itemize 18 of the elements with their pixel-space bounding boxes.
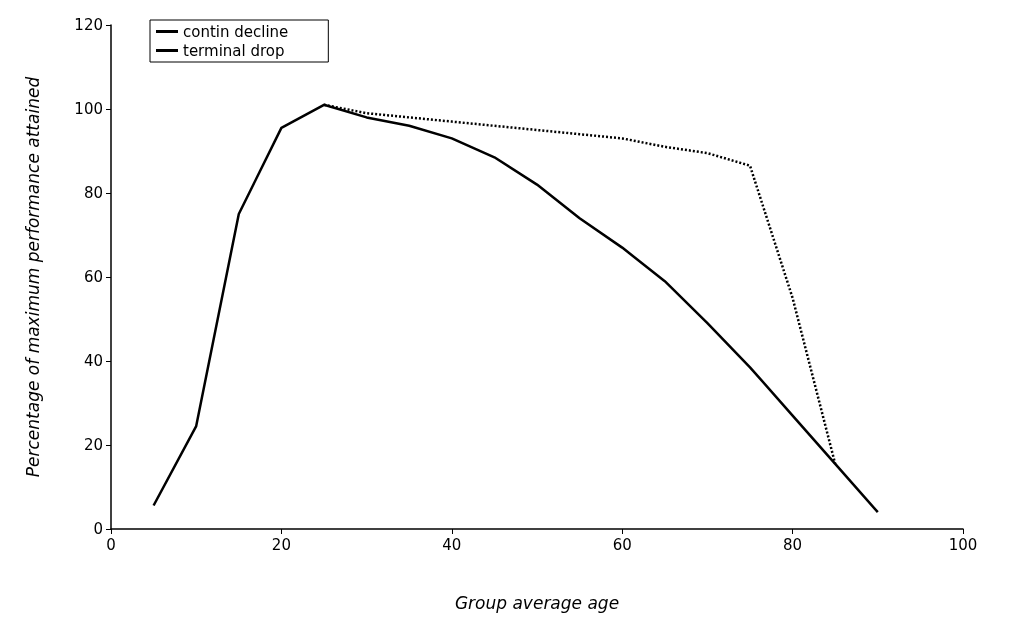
y-axis-title: Percentage of maximum performance attained: [22, 76, 43, 478]
x-tick-label: 20: [271, 535, 291, 554]
legend-label: terminal drop: [183, 41, 285, 60]
y-tick-label: 60: [83, 268, 103, 286]
y-tick-label: 20: [83, 436, 103, 454]
x-axis-title: Group average age: [454, 592, 620, 613]
x-tick-label: 40: [442, 535, 462, 554]
legend-label: contin decline: [183, 22, 289, 41]
x-tick-label: 80: [783, 535, 803, 554]
x-tick-label: 0: [106, 535, 116, 554]
line-series: [152, 103, 880, 514]
y-tick-label: 40: [83, 352, 103, 370]
x-tick-label: 100: [948, 535, 978, 554]
x-tick-label: 60: [612, 535, 632, 554]
y-tick-label: 120: [74, 16, 103, 34]
y-tick-label: 100: [74, 100, 103, 118]
y-tick-label: 80: [83, 184, 103, 202]
y-tick-label: 0: [93, 520, 103, 538]
